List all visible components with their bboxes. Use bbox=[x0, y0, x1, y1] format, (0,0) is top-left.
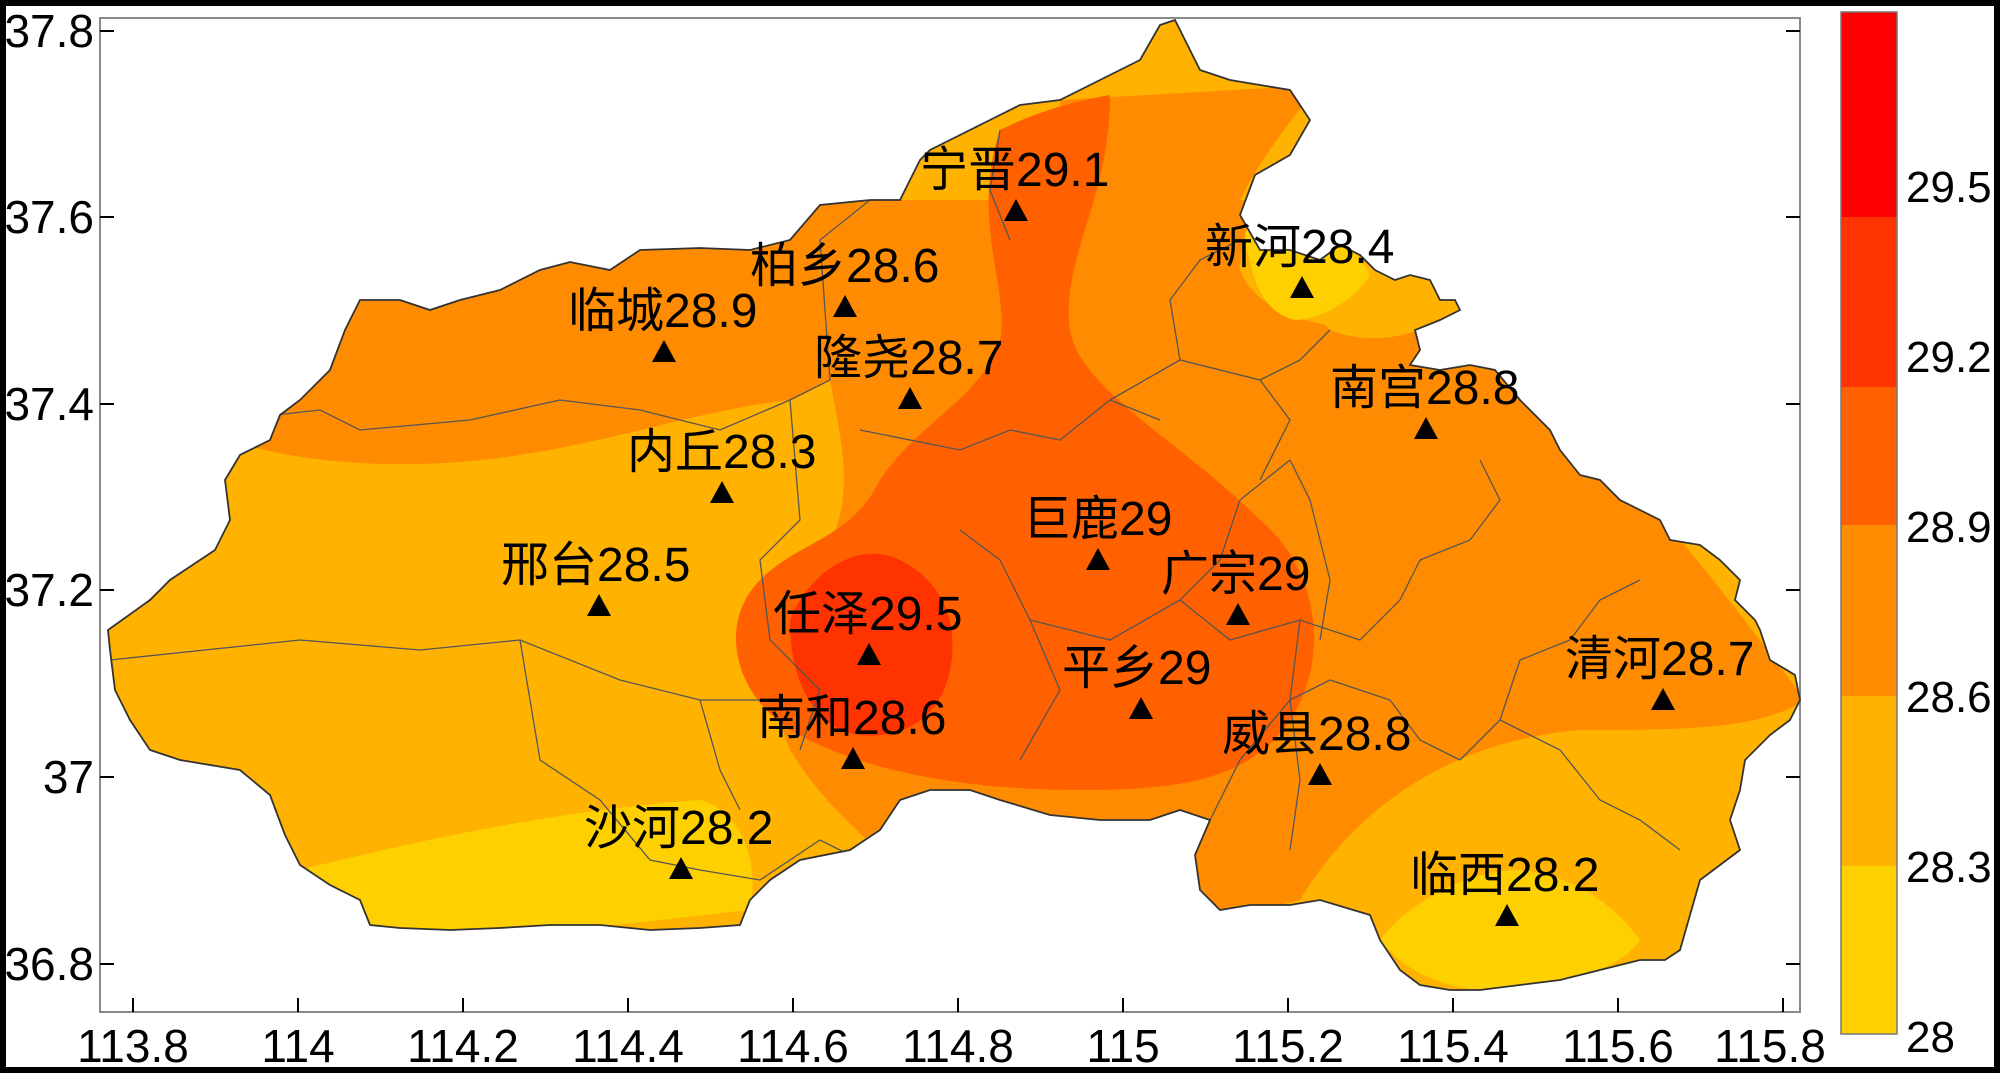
figure-frame: 113.8 114 114.2 114.4 114.6 114.8 115 11… bbox=[4, 5, 1994, 1072]
map-figure: 113.8 114 114.2 114.4 114.6 114.8 115 11… bbox=[4, 5, 1992, 1072]
station-label-pingxiang: 平乡29 bbox=[1062, 642, 1211, 695]
station-triangle bbox=[841, 747, 865, 769]
contour-band-28.6-north bbox=[1060, 85, 1320, 200]
y-tick-label: 36.8 bbox=[6, 938, 94, 990]
station-triangle bbox=[1495, 904, 1519, 926]
station-triangle bbox=[1129, 697, 1153, 719]
station-triangle bbox=[1308, 763, 1332, 785]
colorbar-label: 28.6 bbox=[1906, 673, 1992, 722]
station-label-shahe: 沙河28.2 bbox=[584, 802, 773, 855]
colorbar-label: 28 bbox=[1906, 1013, 1955, 1062]
colorbar-label: 28.9 bbox=[1906, 503, 1992, 552]
y-tick-label: 37.2 bbox=[6, 564, 94, 616]
colorbar-swatch bbox=[1841, 387, 1897, 525]
colorbar-swatch bbox=[1841, 525, 1897, 696]
station-triangle bbox=[857, 643, 881, 665]
x-axis-labels: 113.8 114 114.2 114.4 114.6 114.8 115 11… bbox=[77, 1020, 1826, 1072]
station-label-linxi: 临西28.2 bbox=[1410, 849, 1599, 902]
x-tick-label: 113.8 bbox=[77, 1020, 189, 1067]
station-label-longyao: 隆尧28.7 bbox=[814, 332, 1003, 385]
y-tick-label: 37.4 bbox=[6, 378, 94, 430]
colorbar-swatch bbox=[1841, 696, 1897, 866]
y-tick-label: 37.8 bbox=[6, 6, 94, 57]
x-tick-label: 115.8 bbox=[1714, 1020, 1826, 1067]
x-tick-label: 114.6 bbox=[737, 1020, 849, 1067]
station-label-nanhe: 南和28.6 bbox=[757, 692, 946, 745]
colorbar-label: 29.5 bbox=[1906, 163, 1992, 212]
colorbar-label: 28.3 bbox=[1906, 843, 1992, 892]
region-outline bbox=[107, 18, 1801, 991]
x-tick-label: 114.2 bbox=[407, 1020, 519, 1067]
station-triangle bbox=[652, 340, 676, 362]
contour-band-28.0-linxi bbox=[1380, 870, 1640, 990]
station-label-ningjin: 宁晋29.1 bbox=[920, 144, 1109, 197]
station-triangle bbox=[669, 857, 693, 879]
colorbar: 29.5 29.2 28.9 28.6 28.3 28 bbox=[1840, 11, 1992, 1062]
colorbar-swatch bbox=[1841, 866, 1897, 1034]
x-tick-label: 114.8 bbox=[902, 1020, 1014, 1067]
x-tick-label: 114.4 bbox=[572, 1020, 684, 1067]
station-triangle bbox=[833, 295, 857, 317]
station-triangle bbox=[587, 594, 611, 616]
station-label-baixiang: 柏乡28.6 bbox=[750, 240, 939, 293]
y-tick-label: 37.6 bbox=[6, 191, 94, 243]
contour-band-29.2 bbox=[790, 553, 953, 736]
station-triangle bbox=[1290, 276, 1314, 298]
station-triangle bbox=[1226, 603, 1250, 625]
station-label-guangzong: 广宗29 bbox=[1161, 548, 1310, 601]
x-tick-label: 115.6 bbox=[1562, 1020, 1674, 1067]
contour-band-28.0-shahe bbox=[300, 800, 753, 960]
station-label-xingtai: 邢台28.5 bbox=[501, 539, 690, 592]
x-tick-label: 114 bbox=[261, 1020, 334, 1067]
station-label-lincheng: 临城28.9 bbox=[568, 285, 757, 338]
y-axis-labels: 37.8 37.6 37.4 37.2 37 36.8 bbox=[4, 5, 94, 990]
station-label-qinghe: 清河28.7 bbox=[1565, 633, 1754, 686]
x-tick-label: 115.2 bbox=[1232, 1020, 1344, 1067]
station-label-renze: 任泽29.5 bbox=[773, 588, 962, 641]
station-triangle bbox=[898, 387, 922, 409]
station-triangle bbox=[710, 481, 734, 503]
county-boundaries bbox=[109, 129, 1681, 881]
station-label-weixian: 威县28.8 bbox=[1222, 708, 1411, 761]
station-markers bbox=[587, 199, 1675, 926]
station-label-xinhe: 新河28.4 bbox=[1205, 221, 1394, 274]
contour-band-28.6-northwest bbox=[200, 200, 830, 465]
x-tick-label: 115 bbox=[1086, 1020, 1159, 1067]
station-label-nangong: 南宫28.8 bbox=[1330, 362, 1519, 415]
station-labels: 宁晋29.1 新河28.4 柏乡28.6 临城28.9 隆尧28.7 南宫28.… bbox=[501, 144, 1754, 902]
colorbar-swatch bbox=[1841, 217, 1897, 387]
colorbar-label: 29.2 bbox=[1906, 333, 1992, 382]
y-tick-label: 37 bbox=[43, 751, 94, 803]
station-triangle bbox=[1651, 688, 1675, 710]
colorbar-swatch bbox=[1841, 12, 1897, 217]
station-label-neiqiu: 内丘28.3 bbox=[627, 426, 816, 479]
axis-ticks bbox=[100, 30, 1800, 1012]
station-label-julu: 巨鹿29 bbox=[1023, 493, 1172, 546]
station-triangle bbox=[1004, 199, 1028, 221]
station-triangle bbox=[1414, 417, 1438, 439]
station-triangle bbox=[1086, 548, 1110, 570]
x-tick-label: 115.4 bbox=[1397, 1020, 1509, 1067]
